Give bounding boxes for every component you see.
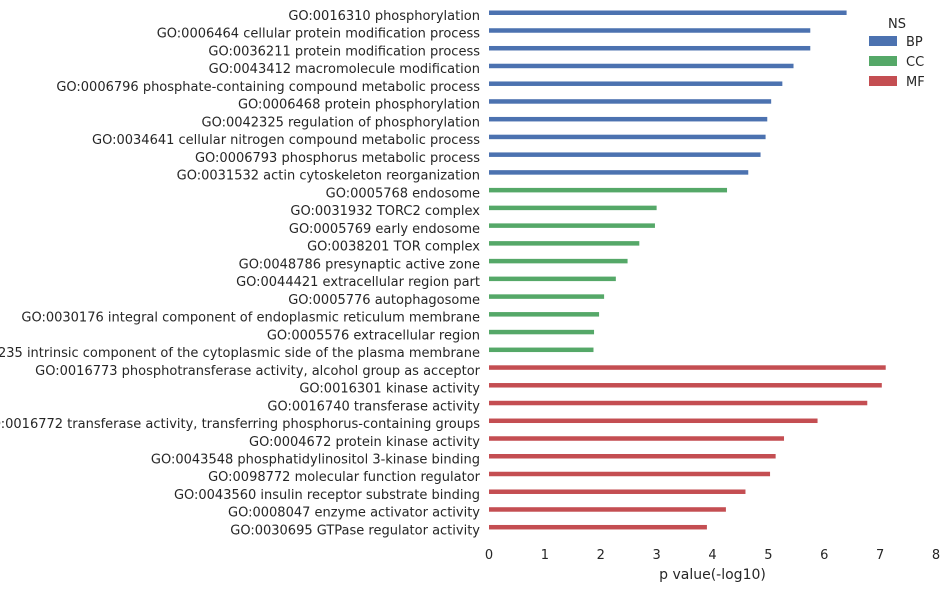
bar (489, 454, 776, 459)
y-tick-label: GO:0048786 presynaptic active zone (239, 257, 480, 272)
legend-swatch (869, 36, 897, 46)
bar (489, 471, 771, 477)
y-tick-label: GO:0006468 protein phosphorylation (238, 98, 480, 113)
bar (489, 524, 707, 530)
bar (489, 170, 749, 175)
y-tick-label: GO:0005576 extracellular region (267, 328, 480, 343)
bar (489, 45, 811, 51)
y-tick-label: GO:0043412 macromolecule modification (209, 62, 480, 77)
bar (489, 347, 594, 353)
x-tick-label: 8 (932, 548, 940, 563)
bar (489, 205, 657, 211)
y-tick-label: GO:0030176 integral component of endopla… (21, 311, 480, 326)
y-tick-label: GO:0005769 early endosome (289, 222, 480, 237)
bar (489, 81, 783, 86)
x-tick-label: 6 (820, 548, 828, 563)
y-tick-label: GO:0043548 phosphatidylinositol 3-kinase… (151, 453, 480, 468)
bar (489, 134, 766, 140)
y-tick-labels: GO:0016310 phosphorylation GO:0006464 cel… (0, 9, 481, 538)
legend-label: MF (906, 75, 925, 90)
legend-title: NS (888, 17, 906, 32)
bar (489, 329, 595, 335)
bar (489, 223, 655, 228)
y-tick-label: GO:0034641 cellular nitrogen compound me… (92, 133, 480, 148)
y-tick-label: GO:0005776 autophagosome (288, 293, 480, 308)
y-tick-label: GO:0006464 cellular protein modification… (157, 27, 480, 42)
y-tick-label: GO:0006793 phosphorus metabolic process (195, 151, 480, 166)
bar (489, 294, 605, 299)
x-tick-label: 5 (764, 548, 772, 563)
bar (489, 436, 785, 441)
y-tick-label: GO:0042325 regulation of phosphorylation (202, 115, 481, 130)
bar (489, 10, 847, 15)
x-tick-label: 1 (541, 548, 549, 563)
x-tick-label: 2 (597, 548, 605, 563)
y-tick-label: GO:0031932 TORC2 complex (290, 204, 480, 219)
bar (489, 187, 728, 193)
y-tick-label: GO:0038201 TOR complex (307, 240, 480, 255)
y-tick-label: GO:0030695 GTPase regulator activity (230, 523, 480, 538)
y-tick-label: GO:0031532 actin cytoskeleton reorganiza… (177, 169, 480, 184)
legend-label: BP (906, 35, 923, 50)
bar (489, 418, 818, 424)
bar (489, 365, 886, 370)
bar (489, 116, 768, 122)
x-tick-label: 7 (876, 548, 884, 563)
y-tick-label: GO:0043560 insulin receptor substrate bi… (174, 488, 480, 503)
bar (489, 312, 600, 317)
bar (489, 28, 811, 33)
bar (489, 507, 726, 512)
y-tick-label: GO:0005768 endosome (326, 186, 480, 201)
y-tick-label: GO:0016773 phosphotransferase activity, … (35, 364, 480, 379)
bar (489, 276, 616, 282)
bar (489, 489, 746, 494)
x-tick-labels: 0 1 2 3 4 5 6 7 8 (485, 548, 940, 563)
legend: NS BP CC MF (869, 17, 925, 90)
y-tick-label: GO:0006796 phosphate-containing compound… (56, 80, 480, 95)
x-tick-label: 3 (652, 548, 660, 563)
y-tick-label: GO:0008047 enzyme activator activity (228, 506, 480, 521)
y-tick-label: GO:0044421 extracellular region part (236, 275, 480, 290)
y-tick-label: GO:0098772 molecular function regulator (208, 470, 481, 485)
bar (489, 99, 772, 104)
x-tick-label: 4 (708, 548, 716, 563)
y-tick-label: GO:0016740 transferase activity (267, 399, 480, 414)
bar (489, 63, 794, 69)
x-axis-title: p value(-log10) (659, 567, 766, 583)
y-tick-label: GO:0016310 phosphorylation (288, 9, 480, 24)
y-tick-label: GO:0016301 kinase activity (299, 382, 480, 397)
bars-layer (489, 10, 886, 530)
bar (489, 400, 868, 406)
legend-swatch (869, 76, 897, 86)
y-tick-label: GO:0036211 protein modification process (208, 44, 480, 59)
y-tick-label: GO:0016772 transferase activity, transfe… (0, 417, 480, 432)
y-tick-label: GO:0004672 protein kinase activity (249, 435, 480, 450)
bar (489, 258, 628, 264)
legend-label: CC (906, 55, 924, 70)
bar (489, 152, 761, 157)
bar (489, 383, 882, 388)
legend-swatch (869, 56, 897, 66)
x-tick-label: 0 (485, 548, 493, 563)
y-tick-label: GO:0031235 intrinsic component of the cy… (0, 346, 480, 361)
bar (489, 241, 640, 246)
